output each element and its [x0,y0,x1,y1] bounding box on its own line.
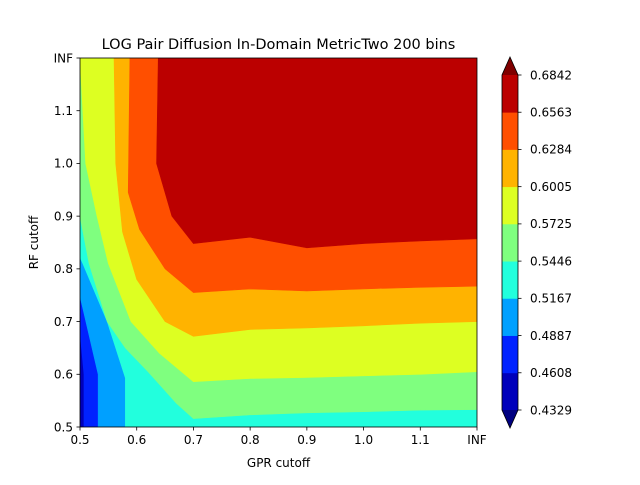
chart-title: LOG Pair Diffusion In-Domain MetricTwo 2… [102,37,456,53]
x-tick-label: 0.6 [127,433,146,447]
colorbar-segment-4 [502,223,518,262]
x-axis-label: GPR cutoff [247,456,311,470]
x-axis: 0.5 0.6 0.7 0.8 0.9 1.0 1.1 INF [70,427,487,447]
colorbar-segment-3 [502,261,518,299]
y-axis: 0.5 0.6 0.7 0.8 0.9 1.0 1.1 INF [54,51,80,434]
colorbar-under-arrow [502,410,518,428]
x-tick-label: 1.1 [411,433,430,447]
contour-bands [80,58,477,427]
contour-band-1 [80,296,99,427]
x-tick-label: 0.7 [184,433,203,447]
colorbar-tick-label: 0.5167 [530,292,572,306]
y-tick-label: 0.6 [54,368,73,382]
y-tick-label: 0.5 [54,420,73,434]
colorbar-tick-label: 0.4887 [530,329,572,343]
colorbar-tick-label: 0.4608 [530,366,572,380]
x-tick-label: 0.5 [70,433,89,447]
colorbar-tick-label: 0.6563 [530,106,572,120]
colorbar-over-arrow [502,57,518,75]
colorbar-tick-label: 0.6842 [530,68,572,82]
colorbar: 0.4329 0.4608 0.4887 0.5167 0.5446 0.5725 0.60… [501,56,572,429]
y-tick-label: INF [54,51,74,65]
x-tick-label: 0.9 [297,433,316,447]
colorbar-segment-8 [502,75,518,113]
y-tick-label: 1.0 [54,157,73,171]
x-tick-label: 0.8 [241,433,260,447]
y-tick-label: 0.7 [54,315,73,329]
colorbar-segment-1 [502,335,518,374]
colorbar-tick-label: 0.6005 [530,180,572,194]
colorbar-tick-label: 0.5446 [530,254,572,268]
colorbar-segment-0 [502,372,518,411]
y-axis-label: RF cutoff [27,215,41,269]
plot-frame [79,57,478,428]
colorbar-segment-2 [502,298,518,336]
contour-band-8 [156,58,477,249]
colorbar-tick-label: 0.4329 [530,403,572,417]
colorbar-segment-7 [502,112,518,150]
y-tick-label: 0.9 [54,209,73,223]
x-tick-label: 1.0 [354,433,373,447]
y-tick-label: 1.1 [54,104,73,118]
colorbar-segment-6 [502,149,518,188]
colorbar-tick-label: 0.6284 [530,143,572,157]
x-tick-label: INF [467,433,487,447]
colorbar-segment-5 [502,186,518,225]
y-tick-label: 0.8 [54,262,73,276]
colorbar-tick-label: 0.5725 [530,217,572,231]
